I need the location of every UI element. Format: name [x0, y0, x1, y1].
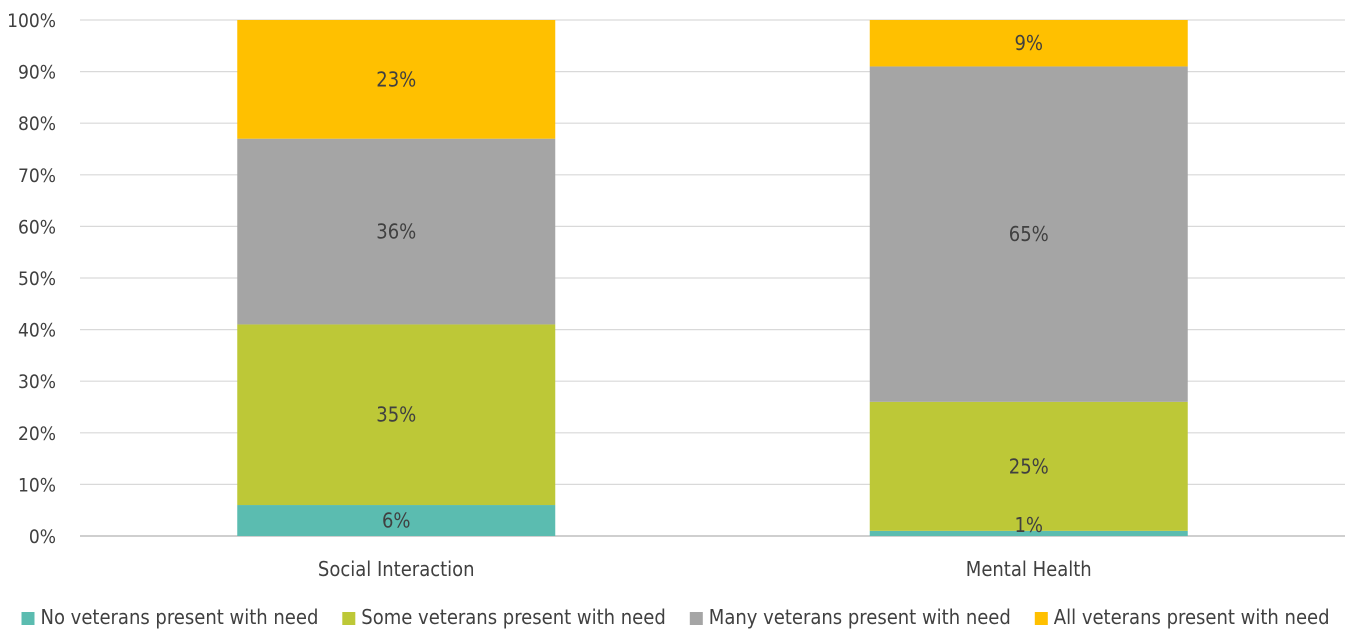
legend-swatch: [21, 612, 35, 625]
legend-swatch: [342, 612, 356, 625]
y-axis: 0% 10% 20% 30% 40% 50% 60% 70% 80% 90% 100%: [7, 10, 56, 548]
y-tick-label: 60%: [18, 216, 56, 238]
legend-swatch: [1034, 612, 1048, 625]
y-tick-label: 30%: [18, 371, 56, 393]
y-tick-label: 70%: [18, 165, 56, 187]
bar-segment: [237, 505, 556, 536]
legend-item: Many veterans present with need: [689, 605, 1011, 629]
x-tick-label: Social Interaction: [318, 557, 475, 581]
y-tick-label: 100%: [7, 10, 56, 32]
bar-segment: [237, 138, 556, 325]
x-axis: Social Interaction Mental Health: [318, 557, 1092, 581]
data-label: 23%: [376, 67, 416, 91]
bar-segment: [869, 66, 1188, 402]
bar-segment: [237, 324, 556, 506]
data-label: 65%: [1009, 222, 1049, 246]
legend-label: All veterans present with need: [1054, 605, 1330, 629]
y-tick-label: 10%: [18, 474, 56, 496]
y-tick-label: 50%: [18, 268, 56, 290]
data-label: 25%: [1009, 454, 1049, 478]
data-label: 9%: [1014, 31, 1043, 55]
legend-item: Some veterans present with need: [342, 605, 666, 629]
data-labels: 6% 35% 36% 23% 1% 25% 65% 9%: [376, 31, 1049, 537]
data-label: 35%: [376, 403, 416, 427]
legend-label: Some veterans present with need: [361, 605, 665, 629]
y-tick-label: 90%: [18, 62, 56, 84]
data-label: 6%: [382, 509, 411, 533]
bar-segment: [869, 530, 1188, 536]
bars: [237, 20, 1188, 536]
y-tick-label: 0%: [29, 526, 56, 548]
legend-item: All veterans present with need: [1034, 605, 1330, 629]
bar-segment: [237, 20, 556, 139]
legend: No veterans present with need Some vetera…: [21, 605, 1330, 629]
y-tick-label: 20%: [18, 423, 56, 445]
legend-label: No veterans present with need: [41, 605, 319, 629]
data-label: 1%: [1014, 513, 1043, 537]
y-tick-label: 80%: [18, 113, 56, 135]
legend-swatch: [689, 612, 703, 625]
legend-label: Many veterans present with need: [709, 605, 1011, 629]
bar-segment: [869, 401, 1188, 531]
legend-item: No veterans present with need: [21, 605, 319, 629]
data-label: 36%: [376, 220, 416, 244]
x-tick-label: Mental Health: [966, 557, 1092, 581]
y-tick-label: 40%: [18, 320, 56, 342]
bar-segment: [869, 20, 1188, 67]
